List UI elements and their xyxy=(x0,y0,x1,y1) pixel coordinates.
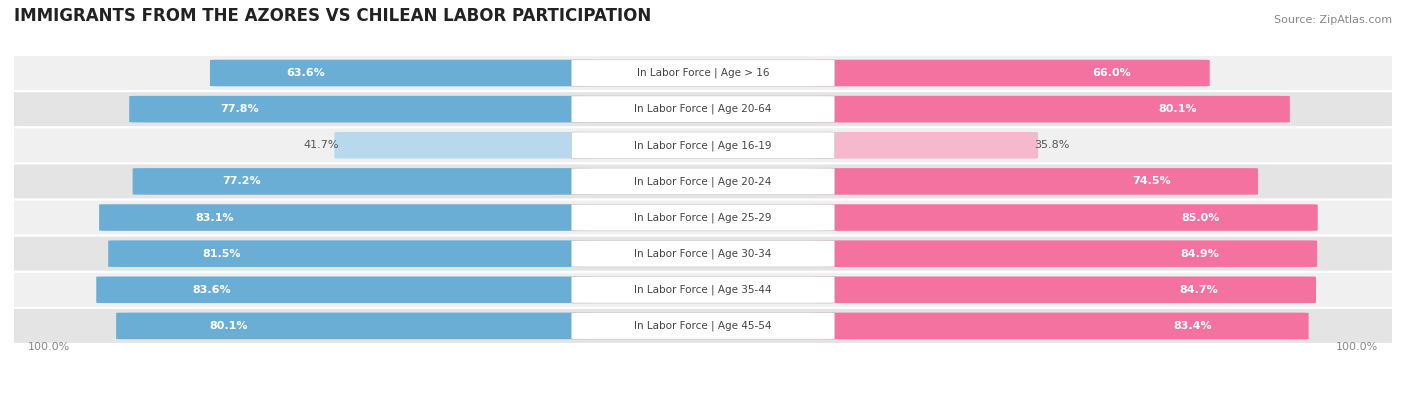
Text: IMMIGRANTS FROM THE AZORES VS CHILEAN LABOR PARTICIPATION: IMMIGRANTS FROM THE AZORES VS CHILEAN LA… xyxy=(14,7,651,24)
FancyBboxPatch shape xyxy=(813,168,1258,195)
Text: In Labor Force | Age 35-44: In Labor Force | Age 35-44 xyxy=(634,284,772,295)
Text: 83.6%: 83.6% xyxy=(193,285,232,295)
FancyBboxPatch shape xyxy=(571,168,835,195)
Text: In Labor Force | Age 45-54: In Labor Force | Age 45-54 xyxy=(634,321,772,331)
Text: 63.6%: 63.6% xyxy=(285,68,325,78)
FancyBboxPatch shape xyxy=(7,237,1399,271)
FancyBboxPatch shape xyxy=(813,241,1317,267)
FancyBboxPatch shape xyxy=(7,92,1399,126)
Text: 77.8%: 77.8% xyxy=(219,104,259,114)
Text: 66.0%: 66.0% xyxy=(1092,68,1132,78)
Text: In Labor Force | Age 20-24: In Labor Force | Age 20-24 xyxy=(634,176,772,187)
FancyBboxPatch shape xyxy=(7,164,1399,198)
FancyBboxPatch shape xyxy=(7,273,1399,307)
Text: 84.7%: 84.7% xyxy=(1180,285,1219,295)
Text: 35.8%: 35.8% xyxy=(1033,140,1070,150)
FancyBboxPatch shape xyxy=(571,96,835,122)
Text: 85.0%: 85.0% xyxy=(1181,213,1220,222)
Text: 41.7%: 41.7% xyxy=(304,140,339,150)
FancyBboxPatch shape xyxy=(813,312,1309,339)
Text: 84.9%: 84.9% xyxy=(1181,249,1219,259)
Text: 80.1%: 80.1% xyxy=(209,321,247,331)
FancyBboxPatch shape xyxy=(7,201,1399,235)
FancyBboxPatch shape xyxy=(96,276,593,303)
Text: 100.0%: 100.0% xyxy=(28,342,70,352)
FancyBboxPatch shape xyxy=(571,276,835,303)
FancyBboxPatch shape xyxy=(117,312,593,339)
Text: 83.1%: 83.1% xyxy=(195,213,233,222)
FancyBboxPatch shape xyxy=(98,204,593,231)
FancyBboxPatch shape xyxy=(108,241,593,267)
FancyBboxPatch shape xyxy=(209,60,593,87)
FancyBboxPatch shape xyxy=(813,276,1316,303)
FancyBboxPatch shape xyxy=(571,60,835,87)
FancyBboxPatch shape xyxy=(813,60,1209,87)
Text: Source: ZipAtlas.com: Source: ZipAtlas.com xyxy=(1274,15,1392,24)
Text: 83.4%: 83.4% xyxy=(1174,321,1212,331)
FancyBboxPatch shape xyxy=(7,56,1399,90)
FancyBboxPatch shape xyxy=(7,309,1399,343)
FancyBboxPatch shape xyxy=(571,132,835,158)
FancyBboxPatch shape xyxy=(129,96,593,122)
Text: In Labor Force | Age 30-34: In Labor Force | Age 30-34 xyxy=(634,248,772,259)
Text: 81.5%: 81.5% xyxy=(202,249,240,259)
FancyBboxPatch shape xyxy=(813,204,1317,231)
Text: In Labor Force | Age > 16: In Labor Force | Age > 16 xyxy=(637,68,769,78)
FancyBboxPatch shape xyxy=(571,312,835,339)
FancyBboxPatch shape xyxy=(813,132,1038,158)
Text: 80.1%: 80.1% xyxy=(1159,104,1197,114)
FancyBboxPatch shape xyxy=(571,241,835,267)
Text: In Labor Force | Age 16-19: In Labor Force | Age 16-19 xyxy=(634,140,772,150)
FancyBboxPatch shape xyxy=(132,168,593,195)
Text: 77.2%: 77.2% xyxy=(222,177,262,186)
Text: 100.0%: 100.0% xyxy=(1336,342,1378,352)
FancyBboxPatch shape xyxy=(571,204,835,231)
Text: 74.5%: 74.5% xyxy=(1132,177,1171,186)
FancyBboxPatch shape xyxy=(7,128,1399,162)
FancyBboxPatch shape xyxy=(335,132,593,158)
FancyBboxPatch shape xyxy=(813,96,1289,122)
Text: In Labor Force | Age 20-64: In Labor Force | Age 20-64 xyxy=(634,104,772,115)
Text: In Labor Force | Age 25-29: In Labor Force | Age 25-29 xyxy=(634,212,772,223)
